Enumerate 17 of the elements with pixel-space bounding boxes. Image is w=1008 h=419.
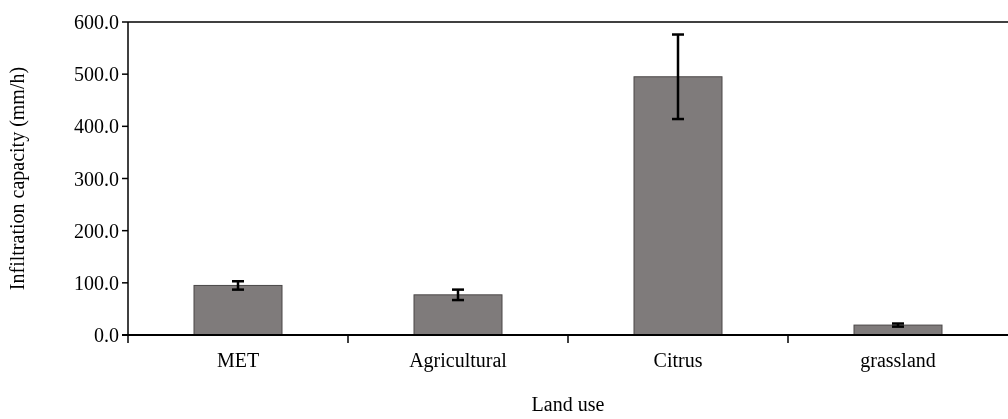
y-axis-title: Infiltration capacity (mm/h) bbox=[6, 66, 29, 291]
y-tick-label: 600.0 bbox=[74, 11, 119, 33]
y-tick-label: 500.0 bbox=[74, 63, 119, 86]
bar bbox=[413, 294, 503, 336]
x-tick-label: grassland bbox=[860, 349, 936, 372]
y-tick-label: 0.0 bbox=[94, 324, 119, 346]
bar bbox=[193, 284, 283, 336]
x-tick-label: Citrus bbox=[653, 349, 703, 371]
y-tick-label: 200.0 bbox=[74, 219, 119, 242]
x-tick-label: Agricultural bbox=[409, 349, 508, 372]
x-axis-title: Land use bbox=[531, 393, 605, 415]
x-tick-label: MET bbox=[216, 349, 260, 371]
y-tick-label: 400.0 bbox=[74, 115, 119, 138]
bar bbox=[853, 324, 943, 336]
y-tick-label: 300.0 bbox=[74, 167, 119, 190]
y-tick-label: 100.0 bbox=[74, 271, 119, 294]
bar bbox=[633, 76, 723, 336]
